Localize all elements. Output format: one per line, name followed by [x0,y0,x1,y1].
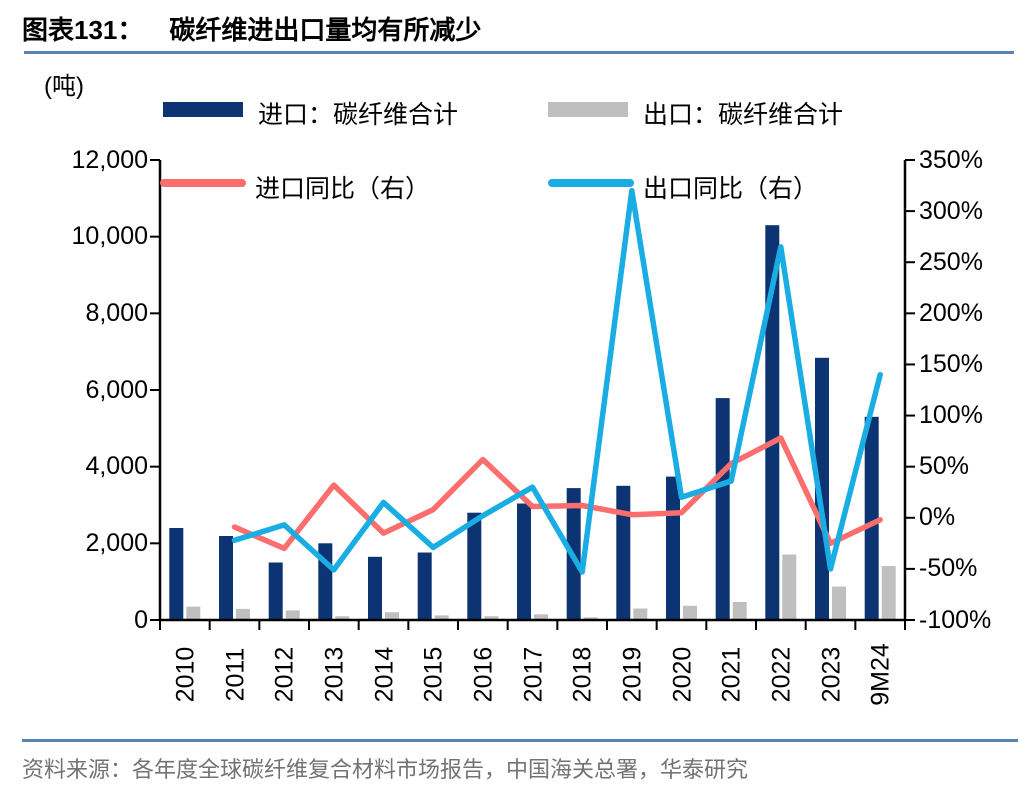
right-axis-tick-label: 350% [919,145,983,174]
bar-import-2012 [268,562,283,620]
left-axis-tick-label: 4,000 [85,452,148,481]
left-axis-tick-label: 2,000 [85,528,148,557]
figure-title-text: 碳纤维进出口量均有所减少 [169,15,482,45]
bar-import-2020 [666,476,680,620]
bar-import-2021 [715,398,730,620]
bar-export-2021 [732,602,747,620]
bar-import-9M24 [864,416,879,620]
bar-export-2018 [583,617,598,620]
bar-export-2016 [484,616,499,620]
legend-label-3: 出口同比（右） [643,175,819,203]
title-separator-line [24,51,1014,54]
bar-export-2020 [683,605,697,620]
bar-export-2022 [782,554,797,620]
bar-export-2012 [285,610,300,620]
export-yoy-line [231,187,883,575]
bar-export-2019 [633,608,648,620]
left-axis-unit-label: (吨) [44,73,84,100]
import-yoy-line [231,435,883,552]
bar-import-2022 [765,225,780,620]
bar-export-2017 [534,614,548,621]
legend-swatch-line-2 [160,179,246,187]
bar-export-2011 [236,608,250,620]
legend-swatch-bar-0 [163,102,243,117]
left-axis-tick-label: 12,000 [71,145,148,174]
bar-export-2010 [186,606,201,620]
left-axis-tick-label: 10,000 [71,222,148,251]
footer-separator-line [22,739,1018,742]
right-axis-tick-label: 50% [919,452,970,481]
right-axis-tick-label: -100% [919,605,992,634]
bar-export-2013 [335,616,350,620]
legend-swatch-line-3 [548,179,634,187]
legend-label-0: 进口：碳纤维合计 [258,101,459,129]
bar-import-2014 [368,556,382,621]
right-axis-tick-label: 200% [919,298,983,327]
bar-import-2016 [467,512,482,620]
bar-import-2019 [616,485,631,620]
right-axis-tick-label: 0% [919,503,956,532]
left-axis-tick-label: 8,000 [85,298,148,327]
source-note: 资料来源：各年度全球碳纤维复合材料市场报告，中国海关总署，华泰研究 [22,757,749,782]
legend-label-2: 进口同比（右） [255,175,431,203]
bar-export-2014 [385,612,399,620]
right-axis-tick-label: 300% [919,196,983,225]
legend-label-1: 出口：碳纤维合计 [643,101,844,129]
figure-title: 图表131： 碳纤维进出口量均有所减少 [22,10,481,47]
left-axis-tick-label: 6,000 [85,375,148,404]
legend-swatch-bar-1 [548,102,628,117]
bar-export-2023 [832,586,846,620]
right-axis-tick-label: -50% [919,554,978,583]
bar-import-2011 [219,536,233,620]
right-axis-tick-label: 100% [919,401,983,430]
right-axis-tick-label: 250% [919,247,983,276]
left-axis-tick-label: 0 [134,605,148,634]
bar-export-2015 [434,615,449,620]
bar-export-9M24 [881,566,896,620]
bar-import-2017 [517,503,531,620]
right-axis-tick-label: 150% [919,349,983,378]
bar-import-2015 [417,552,432,620]
bar-import-2010 [169,528,184,620]
figure-number: 图表131： [22,15,144,45]
